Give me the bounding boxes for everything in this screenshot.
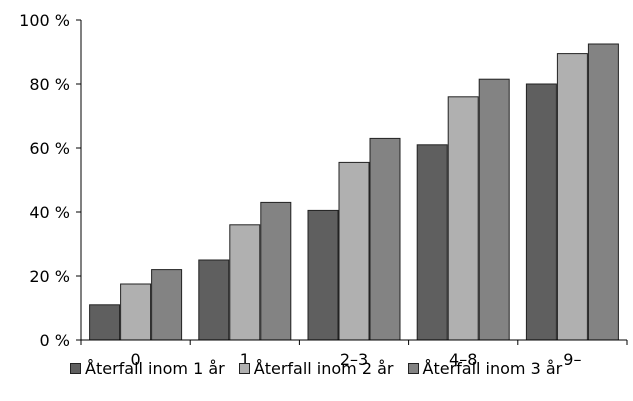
bar (307, 209, 339, 341)
bar (229, 224, 261, 341)
bar (151, 269, 183, 341)
legend-item: Återfall inom 3 år (407, 358, 563, 378)
bar (260, 201, 292, 341)
axes (80, 20, 627, 341)
y-tick-label: 80 % (29, 75, 70, 94)
x-tick-label: 0 (131, 350, 141, 369)
bars (89, 43, 619, 341)
y-tick-label: 0 % (40, 331, 70, 350)
y-axis-ticks: 0 % 20 % 40 % 60 % 80 % 100 % (19, 11, 81, 350)
legend-item: Återfall inom 1 år (70, 359, 225, 378)
legend-swatch (238, 362, 250, 374)
bar (587, 43, 619, 341)
legend-swatch (407, 362, 419, 374)
bar (338, 161, 370, 341)
legend: Återfall inom 1 år Återfall inom 2 år Åter… (70, 355, 630, 381)
bar (198, 259, 230, 341)
y-tick-label: 40 % (29, 203, 70, 222)
x-tick-label: 1 (240, 350, 250, 369)
y-tick-label: 60 % (29, 139, 70, 158)
legend-label: Återfall inom 2 år (253, 358, 394, 378)
bar (447, 96, 479, 341)
legend-label: Återfall inom 3 år (422, 358, 563, 378)
legend-swatch (70, 362, 81, 374)
bar (369, 137, 401, 341)
x-tick-label: 4–8 (449, 350, 477, 369)
legend-item: Återfall inom 2 år (238, 358, 394, 378)
y-tick-label: 20 % (29, 267, 70, 286)
x-tick-label: 9– (563, 350, 581, 369)
bar (525, 83, 557, 341)
bar (416, 144, 448, 341)
bar (556, 53, 588, 341)
bar (89, 304, 121, 341)
legend-label: Återfall inom 1 år (85, 358, 225, 378)
x-tick-label: 2–3 (340, 350, 368, 369)
x-axis-ticks: 0 1 2–3 4–8 9– (80, 340, 628, 369)
bar (120, 283, 152, 341)
y-tick-label: 100 % (19, 11, 70, 30)
bar (478, 78, 510, 341)
